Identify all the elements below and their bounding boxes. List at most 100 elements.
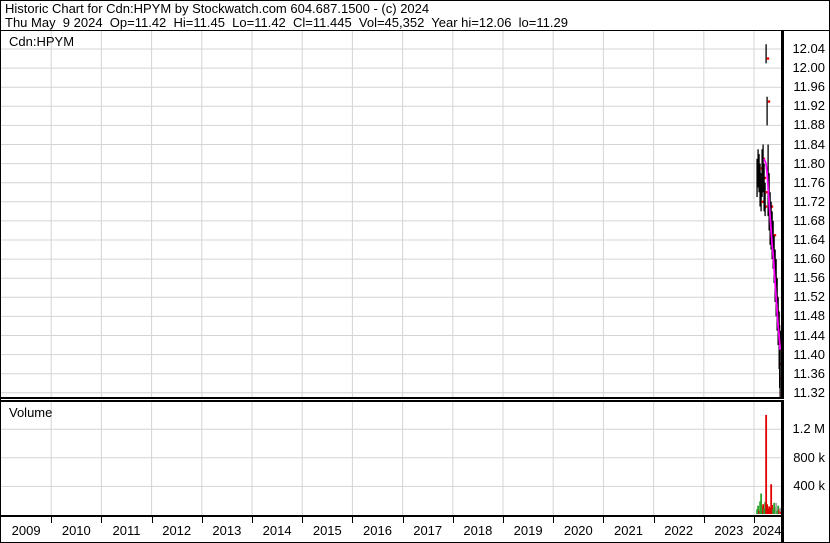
moving-average-line — [763, 158, 781, 350]
volume-axis: 1.2 M 800 k 400 k — [784, 400, 829, 517]
year-tick — [201, 517, 203, 523]
year-tick — [151, 517, 153, 523]
volume-bar — [765, 414, 768, 514]
ohlc-bar — [764, 182, 766, 217]
price-plot-area: Cdn:HPYM — [1, 31, 784, 399]
year-label: 2021 — [614, 523, 643, 538]
time-axis-row: 2009 2010 2011 2012 2013 2014 2015 2016 2017 2018… — [1, 517, 829, 542]
volume-bar — [775, 502, 778, 514]
ohlc-bar — [765, 44, 767, 64]
volume-axis-label: 400 k — [793, 478, 825, 494]
volume-bar — [759, 501, 762, 514]
year-tick — [503, 517, 504, 523]
ohlc-bar — [763, 163, 765, 212]
volume-bar — [773, 502, 776, 514]
close-tick — [762, 157, 766, 161]
ohlc-bar — [759, 163, 761, 207]
year-label: 2016 — [363, 523, 392, 538]
year-tick — [603, 517, 605, 523]
year-tick — [302, 517, 304, 523]
price-axis-label: 11.80 — [793, 155, 825, 171]
year-tick — [703, 517, 705, 523]
year-label: 2013 — [212, 523, 242, 538]
volume-bar — [766, 504, 769, 514]
price-axis: 12.04 12.00 11.96 11.92 11.88 11.84 11.80 11.76… — [784, 31, 829, 400]
year-label: 2018 — [463, 523, 493, 538]
price-axis-label: 11.72 — [793, 193, 825, 209]
year-label: 2023 — [714, 523, 744, 538]
price-axis-label: 11.52 — [793, 289, 825, 305]
volume-bar — [779, 507, 781, 514]
close-tick — [761, 200, 765, 203]
year-tick — [402, 517, 404, 523]
close-tick — [773, 234, 777, 237]
volume-bar — [772, 508, 775, 514]
ohlc-bar — [762, 144, 764, 193]
close-tick — [767, 100, 771, 103]
volume-bar — [776, 510, 779, 514]
volume-bar — [778, 509, 781, 514]
close-tick — [763, 176, 767, 180]
volume-bar — [763, 508, 766, 514]
volume-bar — [761, 507, 764, 514]
volume-bar — [770, 484, 773, 514]
ohlc-bar — [760, 173, 762, 212]
ohlc-bar — [761, 149, 763, 198]
year-label: 2011 — [112, 523, 141, 538]
volume-bar — [769, 507, 772, 514]
ohlc-bar — [772, 220, 774, 269]
year-tick — [51, 517, 53, 523]
year-label: 2010 — [61, 523, 91, 538]
year-label: 2022 — [664, 523, 694, 538]
price-axis-label: 11.64 — [793, 232, 825, 247]
ohlc-bar — [757, 149, 759, 188]
volume-plot-area: Volume — [1, 400, 784, 517]
price-axis-label: 11.88 — [793, 117, 825, 133]
price-axis-label: 11.40 — [793, 346, 825, 362]
close-tick — [770, 205, 774, 208]
price-axis-label: 11.56 — [793, 270, 825, 286]
volume-bar — [762, 504, 765, 514]
year-label: 2014 — [262, 523, 292, 538]
volume-axis-label: 800 k — [793, 449, 825, 465]
volume-bar — [774, 507, 777, 514]
year-label: 2009 — [11, 523, 41, 538]
price-axis-label: 11.36 — [793, 365, 825, 381]
volume-bar — [779, 511, 781, 514]
year-tick — [553, 517, 555, 523]
time-axis: 2009 2010 2011 2012 2013 2014 2015 2016 2017 2018… — [1, 517, 784, 542]
year-tick — [352, 517, 354, 523]
volume-bar — [767, 508, 770, 514]
axis-corner — [784, 517, 829, 542]
year-label: 2017 — [413, 523, 443, 538]
volume-chart-svg — [1, 402, 781, 515]
chart-title: Historic Chart for Cdn:HPYM by Stockwatc… — [5, 1, 430, 16]
price-axis-label: 11.96 — [793, 79, 825, 95]
year-tick — [754, 517, 755, 523]
volume-bar — [758, 510, 761, 514]
year-label: 2015 — [312, 523, 342, 538]
volume-bar — [760, 493, 763, 514]
close-tick — [766, 57, 770, 60]
ohlc-bar — [779, 345, 781, 397]
ohlc-bar — [780, 330, 781, 346]
volume-bar — [756, 509, 759, 514]
price-axis-label: 12.00 — [792, 60, 825, 76]
year-tick — [452, 517, 454, 523]
year-label: 2012 — [162, 523, 192, 538]
volume-axis-label: 1.2 M — [792, 421, 825, 437]
price-axis-label: 11.48 — [793, 308, 825, 324]
price-row: Cdn:HPYM 12.04 12.00 11.96 11.92 11.88 11.84 1… — [1, 31, 829, 399]
year-label: 2019 — [513, 523, 543, 538]
volume-bar — [777, 505, 780, 514]
quote-summary-line: Thu May 9 2024 Op=11.42 Hi=11.45 Lo=11.4… — [1, 16, 829, 31]
year-tick — [653, 517, 655, 523]
volume-bar — [768, 506, 771, 514]
volume-row: Volume 1.2 M 800 k 400 k — [1, 400, 829, 517]
close-tick — [764, 205, 768, 208]
volume-bar — [771, 504, 774, 514]
volume-bar — [764, 502, 767, 514]
year-label: 2024 — [752, 523, 782, 538]
price-axis-label: 11.92 — [793, 98, 825, 114]
